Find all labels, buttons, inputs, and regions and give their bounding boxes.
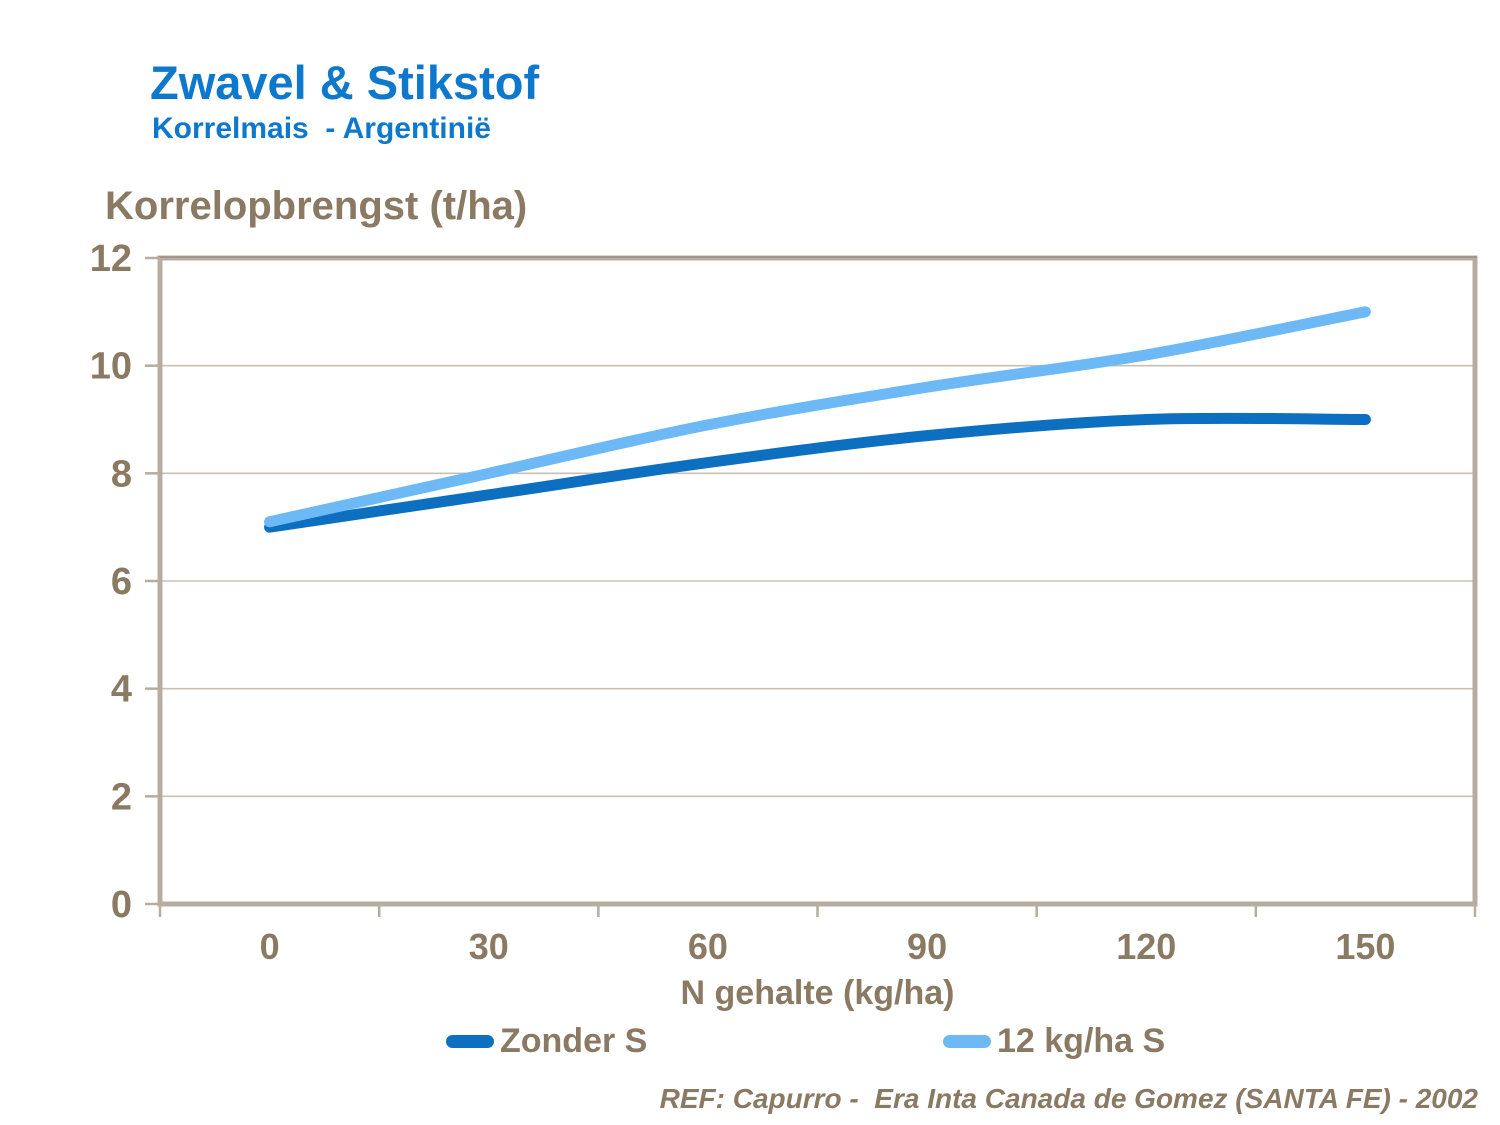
y-tick-label-6: 6	[111, 561, 132, 603]
y-tick-label-10: 10	[90, 346, 132, 388]
y-tick-label-4: 4	[111, 669, 132, 711]
reference-citation: REF: Capurro - Era Inta Canada de Gomez …	[659, 1083, 1478, 1114]
x-tick-label-30: 30	[469, 926, 509, 967]
series-line-12-kg-ha-s	[264, 306, 1371, 528]
x-tick-label-90: 90	[907, 926, 947, 967]
x-tick-label-120: 120	[1116, 926, 1176, 967]
x-tick-label-60: 60	[688, 926, 728, 967]
x-tick-label-0: 0	[260, 926, 280, 967]
legend-label: Zonder S	[500, 1022, 648, 1060]
x-axis-title: N gehalte (kg/ha)	[680, 974, 955, 1012]
legend-label: 12 kg/ha S	[997, 1022, 1166, 1060]
legend-line-marker-light-blue	[943, 1035, 991, 1048]
y-tick-label-0: 0	[111, 884, 132, 926]
legend-entry-zonder-s: Zonder S	[446, 1022, 647, 1061]
chart-title: Zwavel & Stikstof	[150, 56, 540, 109]
x-tick-label-150: 150	[1335, 926, 1395, 967]
chart-legend: Zonder S 12 kg/ha S	[0, 1022, 1500, 1066]
y-tick-label-8: 8	[111, 453, 132, 495]
legend-entry-12kg-s: 12 kg/ha S	[943, 1022, 1165, 1061]
y-tick-label-12: 12	[90, 238, 132, 280]
y-tick-label-2: 2	[111, 776, 132, 818]
chart-subtitle: Korrelmais - Argentinië	[152, 112, 491, 145]
legend-line-marker-dark-blue	[446, 1035, 494, 1048]
y-axis-title: Korrelopbrengst (t/ha)	[105, 184, 528, 228]
series-line-zonder-s	[264, 412, 1371, 533]
